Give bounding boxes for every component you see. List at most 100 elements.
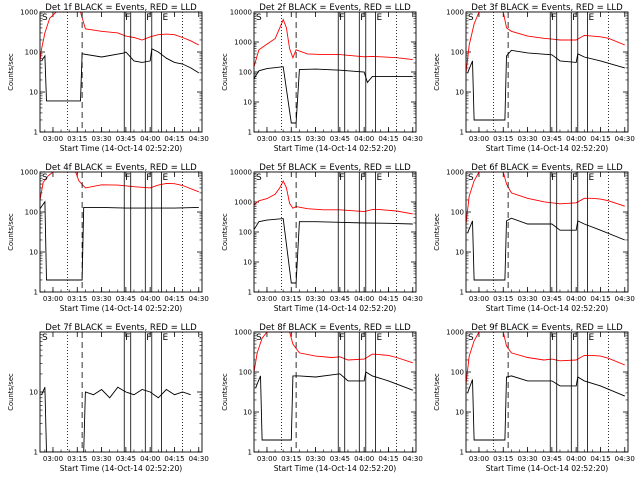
- y-tick-label: 1000: [446, 169, 464, 177]
- events-series: [41, 386, 191, 452]
- lld-series: [254, 179, 413, 215]
- x-tick-label: 03:45: [542, 295, 562, 303]
- x-tick-label: 03:15: [67, 295, 87, 303]
- x-tick-label: 04:00: [354, 295, 374, 303]
- events-series: [41, 48, 200, 102]
- x-tick-label: 04:15: [590, 295, 610, 303]
- x-tick-label: 04:00: [140, 295, 160, 303]
- x-tick-label: 03:30: [91, 295, 111, 303]
- lld-series: [40, 172, 199, 201]
- panel-det-7: Det 7f BLACK = Events, RED = LLD Counts/s…: [7, 323, 209, 473]
- x-tick-label: 03:00: [257, 455, 277, 463]
- marker-F: F: [339, 173, 344, 183]
- marker-F: F: [572, 333, 577, 343]
- x-tick-label: 03:15: [493, 135, 513, 143]
- x-tick-label: 03:30: [517, 135, 537, 143]
- marker-E: E: [377, 333, 383, 343]
- x-tick-label: 04:30: [189, 455, 209, 463]
- panel-title: Det 6f BLACK = Events, RED = LLD: [471, 163, 623, 173]
- x-tick-label: 04:15: [378, 135, 398, 143]
- x-tick-label: 03:45: [330, 295, 350, 303]
- x-tick-label: 03:15: [281, 135, 301, 143]
- y-tick-label: 100: [451, 369, 464, 377]
- x-tick-label: 03:45: [116, 135, 136, 143]
- marker-S: S: [42, 173, 48, 183]
- marker-S: S: [42, 333, 48, 343]
- x-tick-label: 03:15: [281, 295, 301, 303]
- y-tick-label: 100: [239, 69, 252, 77]
- x-tick-label: 04:00: [140, 455, 160, 463]
- y-tick-label: 1: [460, 449, 464, 457]
- lld-series: [466, 12, 625, 73]
- marker-F: F: [360, 173, 365, 183]
- x-tick-label: 03:00: [257, 295, 277, 303]
- x-tick-label: 04:15: [590, 455, 610, 463]
- marker-F: F: [339, 333, 344, 343]
- events-series: [467, 217, 625, 281]
- x-tick-label: 03:45: [542, 455, 562, 463]
- x-tick-label: 04:00: [566, 455, 586, 463]
- marker-F: F: [146, 13, 151, 23]
- marker-F: F: [125, 173, 130, 183]
- x-tick-label: 04:00: [354, 135, 374, 143]
- x-tick-label: 04:00: [354, 455, 374, 463]
- y-axis-label: Counts/sec: [433, 213, 441, 251]
- x-tick-label: 03:45: [330, 135, 350, 143]
- x-tick-label: 04:00: [566, 295, 586, 303]
- events-series: [254, 66, 413, 124]
- y-tick-label: 10: [455, 249, 464, 257]
- marker-E: E: [163, 333, 169, 343]
- panel-det-9: Det 9f BLACK = Events, RED = LLD Counts/s…: [433, 323, 635, 473]
- marker-E: E: [377, 173, 383, 183]
- x-tick-label: 04:30: [189, 135, 209, 143]
- x-tick-label: 03:00: [43, 455, 63, 463]
- y-axis-label: Counts/sec: [7, 53, 15, 91]
- events-series: [254, 218, 413, 284]
- x-tick-label: 04:30: [615, 295, 635, 303]
- plot-frame: [465, 171, 629, 293]
- x-tick-label: 04:00: [566, 135, 586, 143]
- x-tick-label: 03:15: [281, 455, 301, 463]
- y-tick-label: 1: [248, 129, 252, 137]
- y-tick-label: 1000: [20, 169, 38, 177]
- marker-F: F: [551, 13, 556, 23]
- y-tick-label: 10: [243, 259, 252, 267]
- x-tick-label: 03:00: [469, 295, 489, 303]
- y-tick-label: 1000: [234, 39, 252, 47]
- marker-E: E: [589, 333, 595, 343]
- x-axis-label: Start Time (14-Oct-14 02:52:20): [60, 464, 183, 473]
- panel-det-4: Det 4f BLACK = Events, RED = LLD Counts/s…: [7, 163, 209, 313]
- x-tick-label: 03:45: [116, 295, 136, 303]
- y-axis-label: Counts/sec: [7, 213, 15, 251]
- plot-frame: [253, 171, 417, 293]
- panel-title: Det 7f BLACK = Events, RED = LLD: [45, 323, 197, 333]
- marker-E: E: [589, 173, 595, 183]
- x-tick-label: 03:30: [305, 295, 325, 303]
- marker-E: E: [377, 13, 383, 23]
- y-axis-label: Counts/sec: [7, 373, 15, 411]
- x-tick-label: 03:45: [542, 135, 562, 143]
- y-axis-label: Counts/sec: [221, 373, 229, 411]
- lld-series: [40, 12, 200, 61]
- y-tick-label: 10000: [230, 9, 252, 17]
- marker-F: F: [551, 173, 556, 183]
- marker-S: S: [256, 13, 262, 23]
- panel-title: Det 9f BLACK = Events, RED = LLD: [471, 323, 623, 333]
- plot-frame: [253, 11, 417, 133]
- events-series: [255, 371, 413, 441]
- marker-E: E: [163, 173, 169, 183]
- y-tick-label: 1000: [234, 329, 252, 337]
- events-series: [467, 49, 625, 121]
- panel-det-8: Det 8f BLACK = Events, RED = LLD Counts/s…: [221, 323, 423, 473]
- y-tick-label: 10000: [230, 169, 252, 177]
- marker-S: S: [468, 13, 474, 23]
- y-tick-label: 1: [34, 289, 38, 297]
- x-tick-label: 03:30: [91, 135, 111, 143]
- y-tick-label: 1000: [446, 9, 464, 17]
- y-tick-label: 1: [460, 289, 464, 297]
- x-tick-label: 03:15: [67, 455, 87, 463]
- plot-frame: [39, 171, 203, 293]
- x-axis-label: Start Time (14-Oct-14 02:52:20): [274, 304, 397, 313]
- marker-F: F: [146, 173, 151, 183]
